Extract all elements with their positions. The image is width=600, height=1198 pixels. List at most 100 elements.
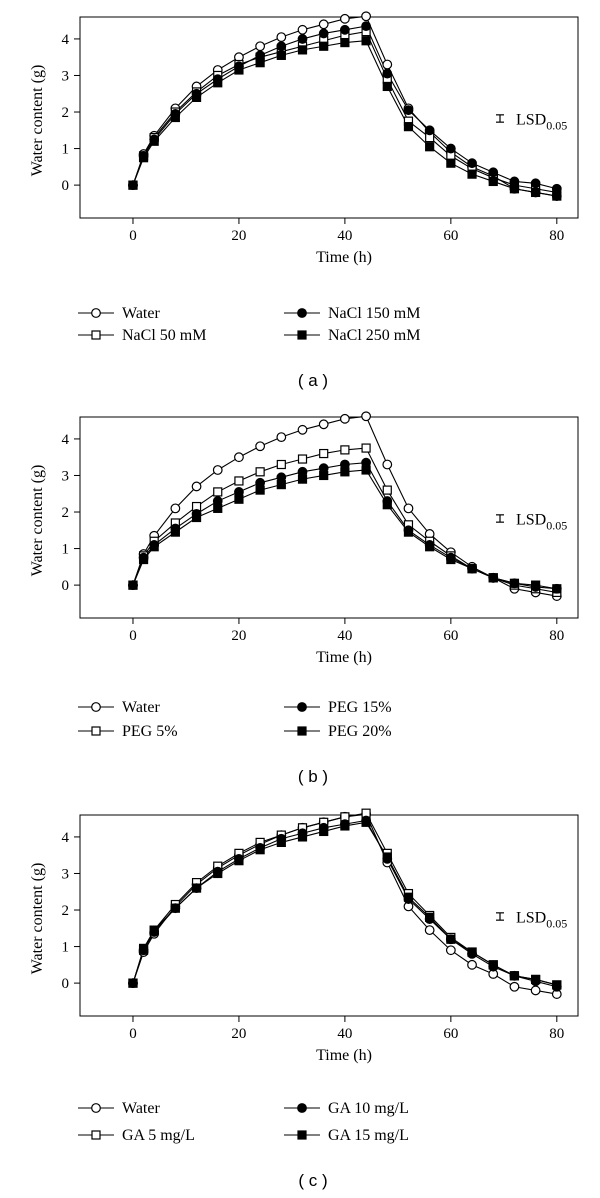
legend-item-2: NaCl 50 mM [78,327,206,344]
legend-label: PEG 5% [122,723,178,740]
data-point-s1 [191,481,202,492]
data-point-s1 [361,411,371,422]
data-point-s4 [213,503,223,513]
data-point-s4 [213,868,223,879]
data-point-s4 [531,187,541,198]
x-tick-label: 80 [549,228,564,244]
x-axis-title: Time (h) [316,1047,372,1064]
y-tick-label: 0 [62,976,70,992]
data-point-s1 [509,981,520,992]
data-point-s3 [276,41,287,52]
y-tick-label: 2 [62,903,70,919]
data-point-s1 [530,985,541,996]
plot-frame [79,814,579,1017]
x-tick-label: 40 [337,628,352,644]
data-point-s4 [361,465,371,475]
series-line-4 [132,821,557,986]
data-point-s3 [318,28,329,39]
data-point-s4 [361,817,371,827]
data-point-s4 [446,158,456,168]
data-point-s4 [509,971,520,981]
legend-marker [297,308,307,318]
data-point-s4 [425,142,435,152]
data-point-s1 [255,41,266,52]
legend-marker [297,1103,307,1113]
chart-panel-2: 0 20 40 60 80 0 1 2 3 4 Time (h) Water content (g) L… [29,411,579,786]
legend-item-1: Water [78,1100,160,1117]
data-point-s1 [318,19,329,30]
y-tick-label: 2 [62,505,70,521]
lsd-label: LSD0.05 [516,910,567,931]
data-point-s2 [382,485,392,495]
y-axis-title: Water content (g) [29,465,46,577]
y-tick-label: 4 [62,432,70,448]
data-point-s4 [213,78,223,88]
y-tick-label: 4 [62,830,70,846]
data-point-s4 [340,37,350,48]
legend-marker [297,702,307,712]
data-point-s4 [255,845,265,855]
legend-label: Water [122,305,160,322]
data-point-s1 [318,419,329,430]
x-axis-title: Time (h) [316,249,372,266]
y-axis-title: Water content (g) [29,863,46,975]
data-point-s2 [340,445,350,455]
data-point-s1 [170,503,181,514]
data-point-s3 [424,125,435,136]
y-tick-label: 2 [62,105,70,121]
data-point-s4 [403,892,414,902]
data-point-s3 [297,34,308,44]
data-point-s2 [234,476,244,486]
y-tick-label: 3 [62,866,70,882]
panel-caption: ( a ) [298,371,328,390]
legend-item-2: GA 5 mg/L [78,1127,195,1144]
data-point-s4 [403,122,414,132]
lsd-bar [496,912,504,921]
y-tick-label: 0 [62,578,70,594]
data-point-s1 [276,32,287,42]
legend-item-3: GA 10 mg/L [284,1100,409,1117]
data-point-s4 [552,980,562,990]
lsd-label: LSD0.05 [516,112,567,133]
x-tick-label: 20 [231,228,246,244]
data-point-s4 [149,542,159,552]
x-tick-label: 60 [443,228,458,244]
legend-item-3: NaCl 150 mM [284,305,420,322]
data-point-s3 [382,68,393,79]
x-tick-label: 0 [129,1026,137,1042]
data-point-s4 [297,832,308,842]
data-point-s4 [340,467,350,477]
x-tick-label: 20 [231,1026,246,1042]
data-point-s4 [531,580,541,590]
lsd-bar [496,514,504,523]
data-point-s4 [255,58,265,68]
chart-panel-1: 0 20 40 60 80 0 1 2 3 4 Time (h) Water content (g) L… [29,11,579,390]
x-tick-label: 40 [337,1026,352,1042]
series-line-4 [132,469,557,590]
series-line-1 [132,415,557,597]
data-point-s4 [382,81,392,92]
legend-marker [91,1103,101,1113]
data-point-s4 [191,92,202,103]
data-point-s4 [425,912,435,922]
data-point-s1 [339,413,350,424]
x-tick-label: 0 [129,628,137,644]
y-tick-label: 3 [62,68,70,84]
legend-label: NaCl 150 mM [328,305,420,322]
plot-frame [79,416,579,619]
data-point-s4 [467,947,477,957]
data-point-s4 [128,978,138,988]
legend-marker [91,308,101,318]
data-point-s4 [297,474,308,484]
data-point-s4 [403,527,414,537]
legend-marker [297,726,307,736]
data-point-s1 [212,465,223,475]
data-point-s4 [234,65,244,75]
legend-label: GA 10 mg/L [328,1100,409,1117]
data-point-s4 [382,852,392,862]
x-tick-label: 0 [129,228,137,244]
legend-label: NaCl 250 mM [328,327,420,344]
lsd-label: LSD0.05 [516,512,567,533]
data-point-s4 [361,36,371,46]
data-point-s4 [128,580,138,590]
